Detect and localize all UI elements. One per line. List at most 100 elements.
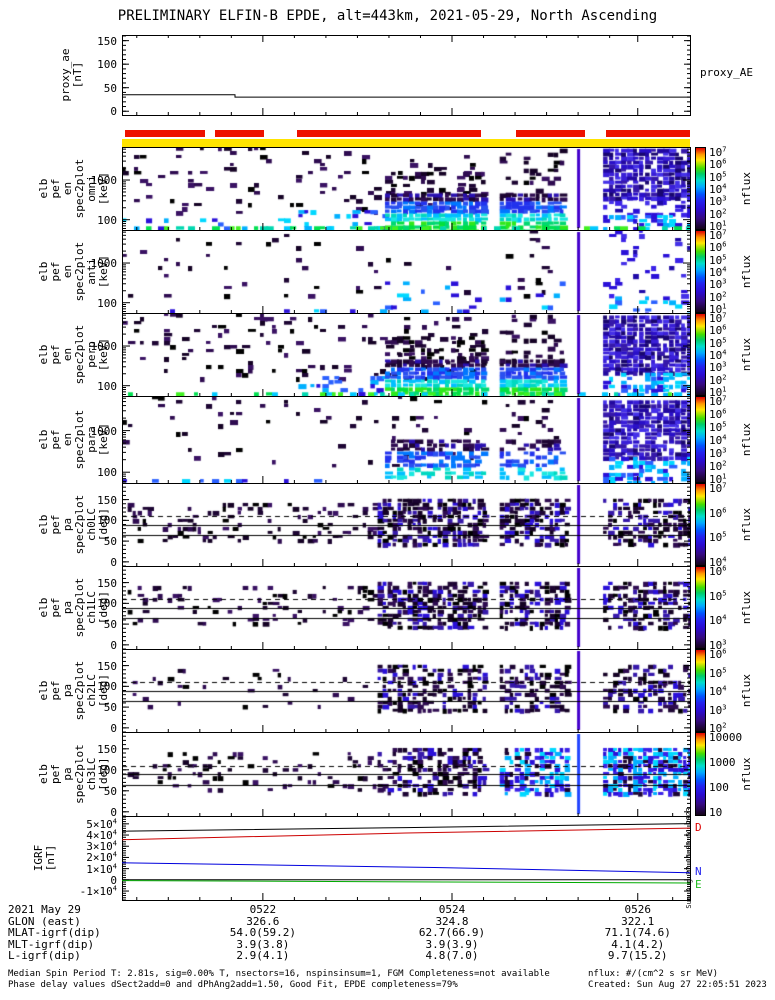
y-tick-label: 0 xyxy=(110,638,117,652)
colorbar-axis-label: nflux xyxy=(740,673,753,708)
igrf-ylabel: IGRF [nT] xyxy=(32,844,57,872)
colorbar-tick-label: 104 xyxy=(709,555,727,569)
igrf-series-label-N: N xyxy=(695,865,702,879)
availability-bar-red-segment xyxy=(516,130,585,137)
colorbar-tick-label: 104 xyxy=(709,613,727,628)
omni-spectrogram-canvas xyxy=(122,147,690,230)
colorbar-ch2LC xyxy=(695,649,706,732)
availability-bar-red-segment xyxy=(124,130,205,137)
table-cell: 324.8 xyxy=(435,914,469,928)
table-cell: 71.1(74.6) xyxy=(604,926,671,939)
colorbar-tick-label: 101 xyxy=(709,472,727,486)
colorbar-tick-label: 104 xyxy=(709,265,727,279)
colorbar-tick-label: 103 xyxy=(709,194,727,209)
perp-ylabel: elb pef en spec2plot perp [keV] xyxy=(37,324,110,385)
table-cell: 0524 xyxy=(438,903,466,916)
colorbar-ch1LC xyxy=(695,566,706,649)
colorbar-axis-label: nflux xyxy=(740,590,753,625)
colorbar-tick-label: 105 xyxy=(709,253,727,267)
y-tick-label: 5×104 xyxy=(86,817,117,831)
perp-spectrogram-canvas xyxy=(122,313,690,396)
y-tick-label: 1000 xyxy=(90,174,118,188)
table-row-label: GLON (east) xyxy=(8,914,81,928)
y-tick-label: 0 xyxy=(110,555,117,569)
y-tick-label: 100 xyxy=(97,58,117,72)
y-tick-label: 0 xyxy=(110,105,117,119)
colorbar-ch3LC xyxy=(695,732,706,816)
ch2LC-ylabel: elb pef pa spec2plot ch2LC [deg] xyxy=(37,660,110,721)
table-cell: 3.9(3.8) xyxy=(236,937,290,951)
y-tick-label: 100 xyxy=(97,680,117,694)
y-tick-label: 50 xyxy=(103,701,117,715)
table-cell: 2.9(4.1) xyxy=(236,949,290,962)
colorbar-tick-label: 106 xyxy=(709,647,727,661)
proxy-ae-right-label: proxy_AE xyxy=(700,66,753,79)
colorbar-anti xyxy=(695,230,706,313)
ch0LC-spectrogram-canvas xyxy=(122,483,690,566)
y-tick-label: 100 xyxy=(97,597,117,611)
y-tick-label: 150 xyxy=(97,34,117,48)
y-tick-label: 100 xyxy=(97,296,117,310)
colorbar-tick-label: 105 xyxy=(709,336,727,350)
anti-spectrogram-canvas xyxy=(122,230,690,313)
para-spectrogram-canvas xyxy=(122,396,690,483)
ch2LC-spectrogram-canvas xyxy=(122,649,690,732)
y-tick-label: -1×104 xyxy=(79,884,117,899)
created-note: Created: Sun Aug 27 22:05:51 2023 xyxy=(588,980,767,990)
colorbar-tick-label: 107 xyxy=(709,228,727,242)
table-cell: 0526 xyxy=(624,903,651,916)
units-note: nflux: #/(cm^2 s sr MeV) xyxy=(588,969,719,979)
colorbar-tick-label: 106 xyxy=(709,157,727,172)
table-row-label: 2021 May 29 xyxy=(8,903,81,916)
colorbar-tick-label: 107 xyxy=(709,145,727,159)
table-cell: 326.6 xyxy=(246,914,280,928)
y-tick-label: 0 xyxy=(110,873,117,887)
colorbar-tick-label: 105 xyxy=(709,170,727,184)
table-cell: 4.8(7.0) xyxy=(425,949,479,962)
colorbar-tick-label: 106 xyxy=(709,240,727,255)
y-tick-label: 4×104 xyxy=(86,828,117,843)
colorbar-tick-label: 103 xyxy=(709,277,727,292)
colorbar-tick-label: 101 xyxy=(709,219,727,233)
y-tick-label: 50 xyxy=(103,535,117,549)
colorbar-tick-label: 105 xyxy=(709,589,727,603)
y-tick-label: 50 xyxy=(103,784,117,798)
colorbar-tick-label: 104 xyxy=(709,182,727,196)
y-tick-label: 50 xyxy=(103,81,117,95)
footer-line-2: Phase delay values dSect2add=0 and dPhAn… xyxy=(8,980,458,990)
y-tick-label: 3×104 xyxy=(86,839,117,854)
ch0LC-ylabel: elb pef pa spec2plot ch0LC [deg] xyxy=(37,494,110,555)
colorbar-tick-label: 10 xyxy=(709,806,723,819)
table-cell: 322.1 xyxy=(621,914,655,928)
igrf-series-label-D: D xyxy=(695,820,702,834)
colorbar-tick-label: 105 xyxy=(709,665,727,680)
table-cell: 62.7(66.9) xyxy=(418,926,486,939)
colorbar-tick-label: 103 xyxy=(709,446,727,460)
y-tick-label: 100 xyxy=(97,763,117,777)
table-cell: 0522 xyxy=(249,903,277,916)
availability-bar-red-segment xyxy=(605,130,690,137)
y-tick-label: 150 xyxy=(97,493,117,507)
plot-title: PRELIMINARY ELFIN-B EPDE, alt=443km, 202… xyxy=(117,8,658,24)
colorbar-perp xyxy=(695,313,706,396)
colorbar-tick-label: 103 xyxy=(709,638,727,652)
colorbar-tick-label: 107 xyxy=(709,394,727,408)
colorbar-tick-label: 104 xyxy=(709,684,727,698)
table-row-label: L-igrf(dip) xyxy=(8,949,81,962)
y-tick-label: 1000 xyxy=(90,424,118,438)
y-tick-label: 150 xyxy=(97,742,117,756)
table-cell: 9.7(15.2) xyxy=(607,949,668,962)
colorbar-tick-label: 100 xyxy=(709,781,729,794)
anti-ylabel: elb pef en spec2plot anti [keV] xyxy=(37,241,110,302)
table-row-label: MLT-igrf(dip) xyxy=(8,937,95,951)
colorbar-tick-label: 101 xyxy=(709,302,727,316)
colorbar-tick-label: 104 xyxy=(709,433,727,447)
y-tick-label: 1000 xyxy=(90,340,118,354)
y-tick-label: 100 xyxy=(97,466,117,480)
footer-line-1: Median Spin Period T: 2.81s, sig=0.00% T… xyxy=(8,969,550,979)
y-tick-label: 150 xyxy=(97,576,117,590)
table-cell: 4.1(4.2) xyxy=(611,937,665,951)
y-tick-label: 100 xyxy=(97,514,117,528)
